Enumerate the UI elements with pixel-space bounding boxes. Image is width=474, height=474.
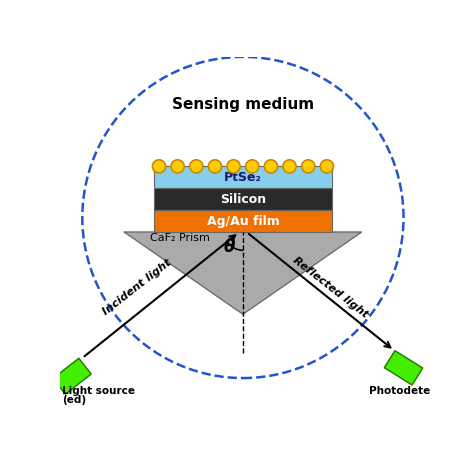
Circle shape xyxy=(227,160,240,173)
Circle shape xyxy=(171,160,184,173)
Text: Photodete: Photodete xyxy=(369,385,430,396)
Circle shape xyxy=(320,160,333,173)
Polygon shape xyxy=(124,232,362,314)
Text: Incident light: Incident light xyxy=(101,258,173,318)
Text: Sensing medium: Sensing medium xyxy=(172,97,314,112)
Circle shape xyxy=(283,160,296,173)
Bar xyxy=(154,210,332,232)
Circle shape xyxy=(153,160,165,173)
Circle shape xyxy=(209,160,221,173)
Polygon shape xyxy=(53,358,91,394)
Text: (ed): (ed) xyxy=(62,395,86,405)
Circle shape xyxy=(301,160,315,173)
Circle shape xyxy=(190,160,203,173)
Circle shape xyxy=(264,160,277,173)
Polygon shape xyxy=(384,351,423,385)
Bar xyxy=(154,188,332,210)
Circle shape xyxy=(246,160,259,173)
Text: θ: θ xyxy=(223,237,235,255)
Text: Light source: Light source xyxy=(62,385,135,396)
Text: Silicon: Silicon xyxy=(220,193,266,206)
Bar xyxy=(154,166,332,188)
Text: PtSe₂: PtSe₂ xyxy=(224,171,262,184)
Text: CaF₂ Prism: CaF₂ Prism xyxy=(150,233,210,243)
Text: Reflected light: Reflected light xyxy=(291,255,370,320)
Text: Ag/Au film: Ag/Au film xyxy=(207,215,279,228)
